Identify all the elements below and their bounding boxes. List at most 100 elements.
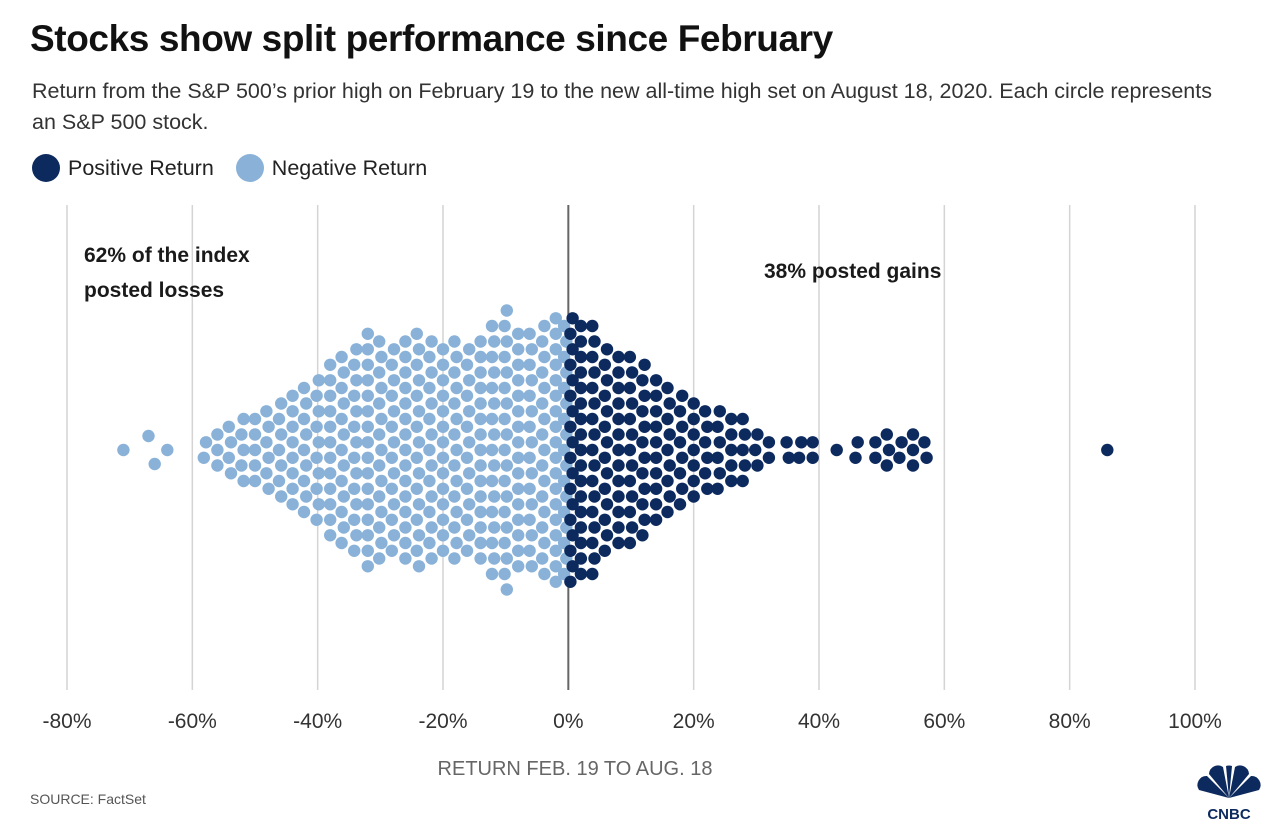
- positive-return-point: [636, 498, 649, 511]
- negative-return-point: [436, 529, 450, 542]
- positive-return-point: [762, 451, 776, 464]
- positive-return-point: [687, 397, 700, 410]
- negative-return-point: [324, 529, 337, 542]
- negative-return-point: [361, 327, 374, 340]
- negative-return-point: [500, 552, 513, 565]
- positive-return-point: [869, 436, 882, 449]
- positive-return-point: [882, 443, 896, 457]
- negative-return-point: [375, 412, 388, 426]
- negative-return-point: [549, 529, 562, 542]
- negative-return-point: [523, 358, 536, 371]
- negative-return-point: [512, 420, 525, 433]
- negative-return-point: [260, 467, 273, 480]
- positive-return-point: [566, 498, 579, 511]
- negative-return-point: [538, 381, 551, 395]
- negative-return-point: [373, 366, 386, 379]
- positive-return-point: [574, 381, 588, 395]
- positive-return-point: [564, 327, 577, 340]
- negative-return-point: [423, 381, 436, 395]
- negative-return-point: [523, 482, 536, 495]
- negative-return-point: [373, 552, 386, 565]
- positive-return-point: [566, 436, 579, 449]
- legend-item-negative: Negative Return: [235, 154, 428, 182]
- positive-return-point: [736, 474, 749, 488]
- negative-return-point: [549, 513, 562, 526]
- legend: Positive Return Negative Return: [32, 154, 449, 182]
- positive-return-point: [920, 451, 933, 464]
- negative-return-point: [222, 420, 235, 433]
- negative-return-point: [436, 343, 450, 356]
- positive-return-point: [564, 358, 577, 371]
- negative-return-point: [450, 443, 463, 457]
- negative-return-point: [500, 428, 513, 441]
- positive-return-point: [713, 405, 726, 418]
- negative-return-point: [425, 490, 438, 503]
- positive-return-point: [636, 529, 649, 542]
- negative-return-point: [436, 482, 450, 495]
- negative-return-point: [423, 443, 436, 457]
- negative-return-point: [235, 459, 248, 472]
- negative-return-point: [525, 343, 538, 356]
- positive-return-point: [780, 436, 793, 449]
- negative-return-point: [474, 397, 487, 410]
- negative-return-point: [549, 358, 562, 371]
- negative-return-point: [237, 474, 250, 488]
- negative-return-point: [425, 552, 438, 565]
- negative-return-point: [498, 474, 511, 488]
- positive-return-point: [564, 513, 577, 526]
- negative-return-point: [237, 412, 250, 426]
- negative-return-point: [410, 544, 423, 557]
- x-tick-label: 100%: [1168, 710, 1222, 733]
- negative-return-point: [474, 490, 487, 503]
- negative-return-point: [474, 459, 487, 472]
- negative-return-point: [237, 443, 250, 457]
- positive-return-point: [588, 366, 601, 379]
- negative-return-point: [525, 560, 538, 573]
- negative-return-point: [525, 405, 538, 418]
- positive-return-point: [623, 350, 637, 364]
- negative-return-point: [450, 350, 463, 364]
- negative-return-point: [436, 467, 450, 480]
- negative-return-point: [324, 436, 337, 449]
- negative-return-point: [538, 567, 551, 581]
- positive-return-point: [806, 436, 819, 449]
- positive-return-point: [623, 443, 637, 457]
- negative-return-point: [312, 467, 325, 480]
- positive-return-point: [751, 428, 764, 441]
- negative-return-point: [463, 343, 476, 356]
- negative-return-point: [297, 443, 311, 457]
- negative-return-point: [337, 459, 350, 472]
- positive-return-point: [586, 505, 599, 519]
- negative-return-point: [500, 366, 513, 379]
- positive-return-point: [906, 459, 920, 472]
- negative-return-point: [536, 552, 549, 565]
- positive-return-point: [738, 428, 752, 441]
- positive-return-point: [598, 513, 611, 526]
- negative-return-point: [373, 490, 386, 503]
- negative-return-point: [335, 536, 348, 550]
- negative-return-point: [297, 412, 311, 426]
- negative-return-point: [450, 505, 463, 519]
- negative-return-point: [275, 397, 288, 410]
- negative-return-point: [348, 513, 361, 526]
- negative-return-point: [460, 513, 474, 526]
- data-points: [117, 304, 1114, 596]
- negative-return-point: [350, 374, 363, 387]
- negative-return-point: [485, 319, 499, 333]
- positive-return-point: [612, 412, 625, 426]
- negative-return-point: [485, 412, 499, 426]
- x-tick-label: -80%: [42, 710, 91, 733]
- negative-return-point: [474, 350, 487, 364]
- positive-return-point: [612, 397, 625, 410]
- positive-return-point: [586, 474, 599, 488]
- negative-return-point: [399, 366, 412, 379]
- legend-label-negative: Negative Return: [271, 155, 428, 180]
- negative-return-point: [350, 498, 363, 511]
- positive-return-point: [574, 397, 588, 410]
- negative-return-point: [500, 521, 513, 534]
- negative-return-point: [117, 443, 130, 457]
- negative-return-point: [512, 544, 525, 557]
- negative-return-point: [485, 350, 499, 364]
- negative-return-point: [549, 327, 562, 340]
